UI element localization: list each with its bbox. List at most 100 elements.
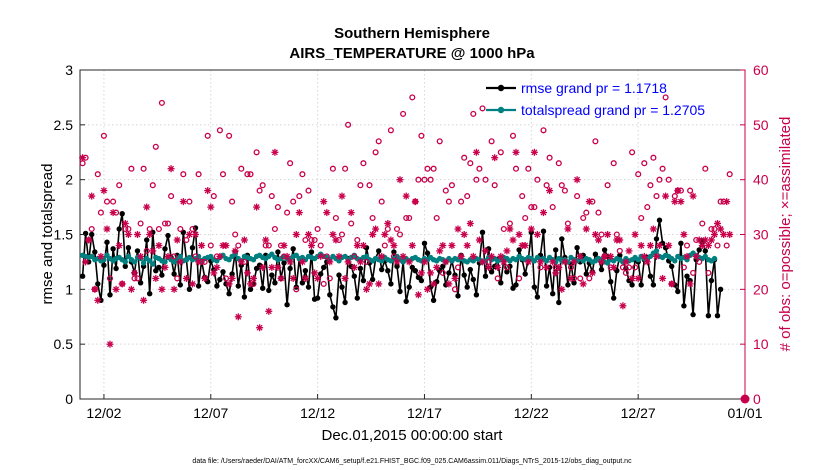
assimilated-obs-marker (695, 236, 703, 244)
rmse-point (705, 313, 712, 319)
assimilated-obs-marker (549, 258, 557, 266)
assimilated-obs-marker (509, 236, 517, 244)
possible-obs-marker (88, 225, 95, 233)
assimilated-obs-marker (283, 252, 291, 260)
assimilated-obs-marker (332, 236, 340, 244)
possible-obs-marker (619, 264, 626, 271)
possible-obs-marker (216, 127, 223, 134)
possible-obs-marker (482, 176, 489, 183)
assimilated-obs-marker (100, 187, 108, 195)
assimilated-obs-marker (414, 291, 422, 299)
rmse-point (696, 247, 702, 253)
possible-obs-marker (311, 236, 318, 244)
assimilated-obs-marker (158, 285, 166, 293)
rmse-point (226, 291, 232, 297)
assimilated-obs-marker (204, 187, 212, 195)
totalspread-point (122, 259, 128, 265)
assimilated-obs-marker (454, 225, 462, 233)
series-assimilated-obs-count (79, 148, 734, 348)
possible-obs-marker (442, 187, 449, 194)
assimilated-obs-marker (634, 274, 642, 282)
possible-obs-marker (476, 165, 483, 172)
possible-obs-marker (433, 214, 440, 222)
footer-data-file: data file: /Users/raeder/DAI/ATM_forcXX/… (192, 458, 632, 465)
assimilated-obs-marker (588, 269, 596, 277)
assimilated-obs-marker (579, 280, 587, 288)
rmse-point (82, 230, 89, 237)
possible-obs-marker (708, 225, 715, 233)
possible-obs-marker (180, 171, 187, 178)
possible-obs-marker (574, 193, 581, 200)
rmse-point (647, 273, 654, 279)
assimilated-obs-marker (289, 274, 297, 282)
assimilated-obs-marker (402, 192, 410, 200)
assimilated-obs-marker (555, 263, 563, 271)
possible-obs-marker (451, 286, 459, 293)
possible-obs-marker (381, 242, 388, 249)
assimilated-obs-marker (222, 242, 230, 249)
possible-obs-marker (519, 193, 526, 200)
possible-obs-marker (106, 275, 114, 282)
rmse-point (540, 228, 547, 234)
x-tick-label: 12/02 (86, 405, 121, 421)
rmse-point (430, 297, 437, 303)
possible-obs-marker (726, 171, 733, 178)
assimilated-obs-marker (585, 198, 593, 206)
assimilated-obs-marker (265, 307, 273, 315)
rmse-point (379, 266, 385, 273)
rmse-point (284, 302, 290, 308)
possible-obs-marker (406, 214, 413, 222)
possible-obs-marker (287, 160, 294, 167)
assimilated-obs-marker (692, 252, 700, 260)
possible-obs-marker (638, 214, 645, 222)
assimilated-obs-marker (176, 258, 184, 266)
possible-obs-marker (543, 182, 550, 189)
rmse-point (302, 268, 309, 274)
possible-obs-marker (690, 269, 697, 276)
possible-obs-marker (323, 253, 330, 260)
assimilated-obs-marker (277, 274, 285, 282)
assimilated-obs-marker (515, 231, 523, 238)
assimilated-obs-marker (298, 258, 306, 266)
rmse-point (110, 246, 116, 252)
assimilated-obs-marker (91, 285, 99, 293)
assimilated-obs-marker (338, 192, 346, 200)
possible-obs-marker (696, 258, 703, 265)
y2-tick-label: 10 (753, 336, 769, 352)
assimilated-obs-marker (656, 242, 663, 249)
assimilated-obs-marker (643, 258, 651, 266)
rmse-point (473, 292, 480, 298)
rmse-point (702, 248, 708, 254)
assimilated-obs-marker (659, 274, 667, 282)
possible-obs-marker (583, 209, 590, 216)
rmse-point (220, 269, 226, 275)
possible-obs-marker (155, 225, 162, 233)
rmse-point (690, 311, 696, 318)
assimilated-obs-marker (653, 252, 660, 260)
y-tick-label: 3 (65, 62, 73, 78)
assimilated-obs-marker (591, 231, 599, 238)
rmse-point (156, 264, 162, 271)
rmse-point (95, 281, 101, 287)
legend-totalspread-label: totalspread grand pr = 1.2705 (521, 102, 705, 118)
legend-rmse-label: rmse grand pr = 1.1718 (521, 80, 667, 96)
rmse-point (357, 265, 364, 272)
assimilated-obs-marker (619, 302, 627, 310)
rmse-point (327, 292, 333, 298)
possible-obs-marker (186, 198, 193, 205)
assimilated-obs-marker (533, 231, 541, 238)
assimilated-obs-marker (112, 285, 120, 293)
possible-obs-marker (525, 165, 532, 172)
assimilated-obs-marker (448, 242, 456, 249)
possible-obs-marker (378, 198, 385, 205)
y2-tick-label: 60 (753, 62, 769, 78)
assimilated-obs-marker (558, 285, 566, 293)
possible-obs-marker (653, 193, 660, 200)
rmse-point (681, 303, 687, 309)
rmse-point (461, 272, 467, 278)
rmse-point (165, 232, 171, 239)
rmse-point (608, 279, 614, 285)
possible-obs-marker (342, 165, 349, 172)
assimilated-obs-marker (106, 340, 114, 348)
